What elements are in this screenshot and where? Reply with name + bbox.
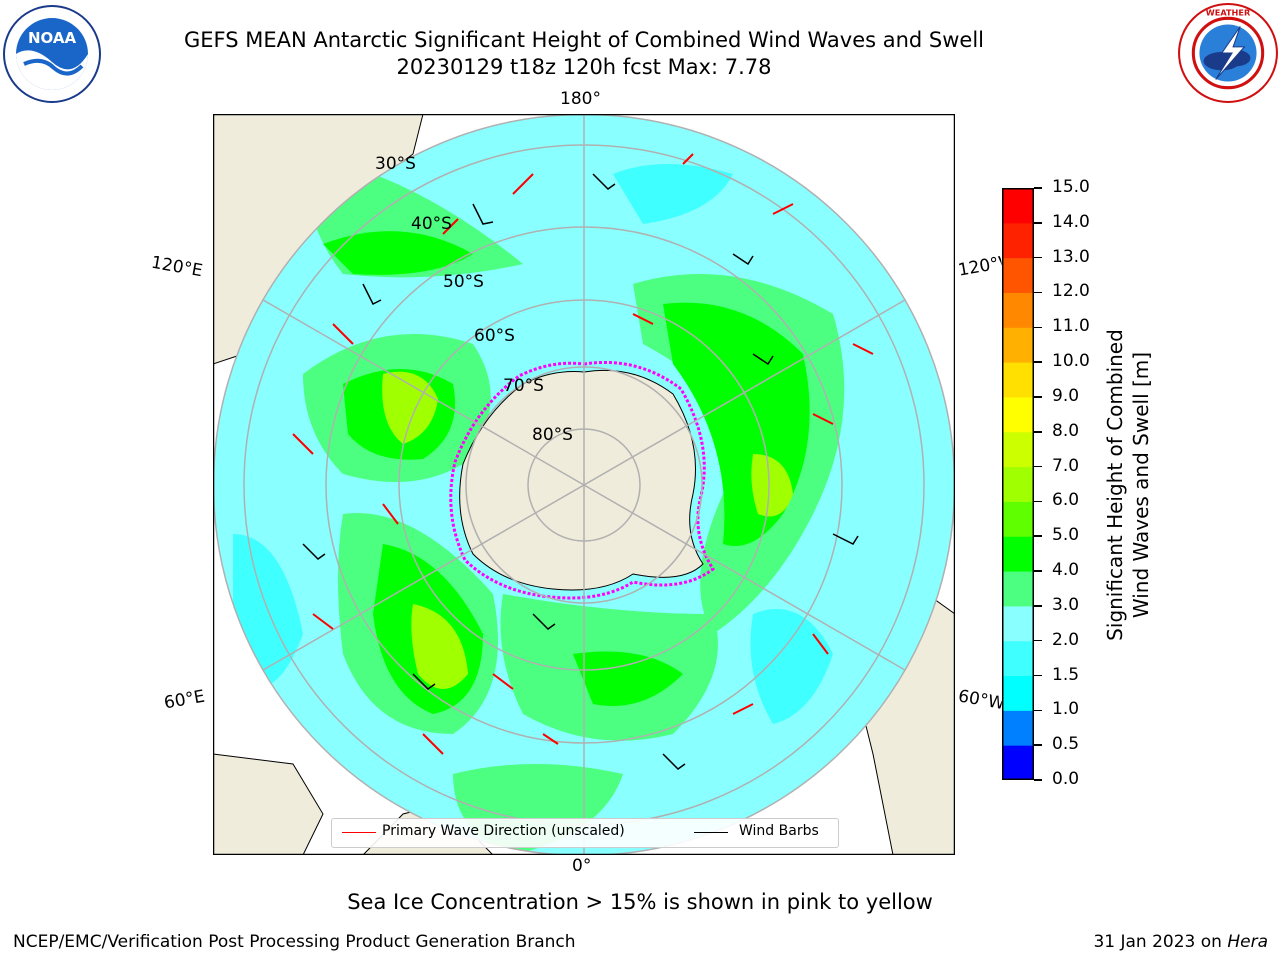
colorbar-label-line1: Significant Height of Combined — [1103, 329, 1127, 641]
lat-label-70s: 70°S — [503, 376, 544, 396]
lat-label-80s: 80°S — [532, 425, 573, 445]
sea-ice-edge — [449, 360, 715, 600]
colorbar-segment — [1002, 188, 1034, 224]
lon-label-lower-left: 60°E — [162, 686, 207, 714]
lon-label-upper-right: 120°W — [956, 253, 1004, 281]
lat-label-30s: 30°S — [375, 154, 416, 174]
colorbar-tick-mark — [1034, 605, 1042, 607]
colorbar-segment — [1002, 466, 1034, 502]
colorbar-segment — [1002, 431, 1034, 468]
colorbar-tick-mark — [1034, 570, 1042, 572]
wave-legend-label: Primary Wave Direction (unscaled) — [382, 823, 625, 839]
wave-field — [233, 154, 845, 855]
colorbar-tick-mark — [1034, 256, 1042, 259]
colorbar-tick-label: 9.0 — [1052, 385, 1080, 406]
footer-credit: NCEP/EMC/Verification Post Processing Pr… — [13, 932, 576, 952]
chart-title: GEFS MEAN Antarctic Significant Height o… — [183, 28, 985, 52]
wave-arrows — [292, 153, 874, 755]
colorbar-tick-label: 5.0 — [1052, 525, 1080, 546]
sea-ice-note: Sea Ice Concentration > 15% is shown in … — [347, 890, 933, 914]
colorbar-tick-label: 12.0 — [1052, 281, 1090, 302]
colorbar-segment — [1002, 571, 1034, 607]
colorbar-tick-label: 8.0 — [1052, 420, 1080, 441]
nws-logo: WEATHER — [1178, 3, 1278, 103]
colorbar-segment — [1002, 501, 1034, 537]
colorbar-tick-mark — [1034, 431, 1042, 433]
colorbar-tick-label: 10.0 — [1052, 351, 1090, 372]
wind-barbs — [302, 173, 859, 770]
colorbar-segment — [1002, 605, 1034, 642]
colorbar-segment — [1002, 362, 1034, 398]
colorbar-tick-mark — [1034, 674, 1042, 677]
lon-label-lower-right: 60°W — [956, 686, 1004, 714]
colorbar-tick-mark — [1034, 465, 1042, 468]
colorbar-label-line2: Wind Waves and Swell [m] — [1129, 351, 1153, 619]
colorbar-tick-mark — [1034, 535, 1042, 537]
colorbar-tick-label: 11.0 — [1052, 316, 1090, 337]
colorbar-label: Significant Height of Combined Wind Wave… — [1102, 275, 1154, 695]
lon-label-upper-left: 120°E — [149, 252, 205, 282]
noaa-logo: NOAA — [3, 5, 101, 103]
colorbar-tick-mark — [1034, 361, 1042, 363]
colorbar-tick-label: 1.0 — [1052, 699, 1080, 720]
colorbar-tick-label: 14.0 — [1052, 211, 1090, 232]
colorbar-tick-label: 7.0 — [1052, 455, 1080, 476]
colorbar-tick-label: 1.5 — [1052, 664, 1080, 685]
colorbar-segment — [1002, 396, 1034, 433]
colorbar-tick-mark — [1034, 779, 1042, 781]
colorbar-tick-label: 15.0 — [1052, 177, 1090, 197]
colorbar-segment — [1002, 327, 1034, 363]
colorbar-tick-mark — [1034, 396, 1042, 398]
colorbar-tick-mark — [1034, 709, 1042, 712]
colorbar-tick-label: 6.0 — [1052, 490, 1080, 511]
colorbar-tick-label: 13.0 — [1052, 246, 1090, 267]
wind-legend-label: Wind Barbs — [739, 823, 819, 839]
lon-label-bottom: 0° — [572, 856, 592, 876]
lon-label-top: 180° — [560, 89, 601, 109]
footer-machine: Hera — [1227, 932, 1268, 952]
colorbar-tick-label: 2.0 — [1052, 629, 1080, 650]
colorbar-tick-mark — [1034, 291, 1042, 294]
colorbar — [1002, 188, 1034, 780]
colorbar-segment — [1002, 675, 1034, 711]
colorbar-segment — [1002, 745, 1034, 780]
colorbar-segment — [1002, 222, 1034, 259]
colorbar-tick-label: 0.5 — [1052, 734, 1080, 755]
chart-subtitle: 20230129 t18z 120h fcst Max: 7.78 — [396, 55, 772, 79]
footer-date: 31 Jan 2023 on Hera — [1093, 932, 1268, 952]
colorbar-tick-mark — [1034, 500, 1042, 503]
colorbar-tick-mark — [1034, 187, 1042, 189]
colorbar-segment — [1002, 257, 1034, 293]
svg-text:NOAA: NOAA — [28, 29, 77, 47]
colorbar-border — [1002, 188, 1034, 780]
wave-legend-line — [342, 832, 376, 833]
wind-legend-line — [694, 832, 728, 833]
colorbar-segment — [1002, 710, 1034, 746]
svg-text:WEATHER: WEATHER — [1206, 7, 1251, 17]
colorbar-tick-mark — [1034, 639, 1042, 642]
colorbar-segment — [1002, 640, 1034, 677]
colorbar-tick-label: 4.0 — [1052, 560, 1080, 581]
polar-map: 30°S 40°S 50°S 60°S 70°S 80°S — [213, 114, 955, 855]
colorbar-tick-mark — [1034, 744, 1042, 746]
colorbar-tick-label: 0.0 — [1052, 769, 1080, 789]
colorbar-tick-label: 3.0 — [1052, 594, 1080, 615]
colorbar-tick-mark — [1034, 222, 1042, 224]
lat-label-60s: 60°S — [474, 326, 515, 346]
footer-date-text: 31 Jan 2023 on — [1093, 932, 1222, 952]
colorbar-tick-mark — [1034, 326, 1042, 329]
colorbar-segment — [1002, 292, 1034, 328]
lat-label-50s: 50°S — [443, 272, 484, 292]
lat-label-40s: 40°S — [411, 214, 452, 234]
map-legend: Primary Wave Direction (unscaled) Wind B… — [331, 818, 839, 848]
colorbar-segment — [1002, 536, 1034, 572]
